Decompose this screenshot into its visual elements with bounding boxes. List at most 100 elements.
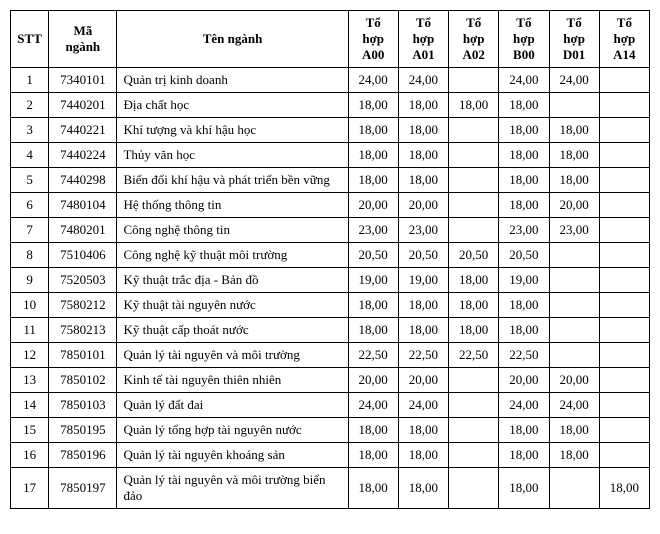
cell-d01: 18,00 <box>549 143 599 168</box>
cell-a01: 20,50 <box>398 243 448 268</box>
table-row: 137850102Kinh tế tài nguyên thiên nhiên2… <box>11 368 650 393</box>
cell-a02: 18,00 <box>449 93 499 118</box>
cell-stt: 4 <box>11 143 49 168</box>
cell-a02 <box>449 468 499 509</box>
cell-name: Địa chất học <box>117 93 348 118</box>
cell-code: 7440201 <box>49 93 117 118</box>
cell-b00: 18,00 <box>499 118 549 143</box>
cell-a01: 20,00 <box>398 368 448 393</box>
cell-code: 7480104 <box>49 193 117 218</box>
cell-name: Kỹ thuật cấp thoát nước <box>117 318 348 343</box>
cell-a00: 18,00 <box>348 418 398 443</box>
cell-a02 <box>449 418 499 443</box>
cell-a00: 20,50 <box>348 243 398 268</box>
cell-code: 7510406 <box>49 243 117 268</box>
cell-a01: 23,00 <box>398 218 448 243</box>
cell-stt: 12 <box>11 343 49 368</box>
cell-a00: 23,00 <box>348 218 398 243</box>
cell-name: Biến đổi khí hậu và phát triển bền vững <box>117 168 348 193</box>
table-row: 87510406Công nghệ kỹ thuật môi trường20,… <box>11 243 650 268</box>
table-row: 47440224Thủy văn học18,0018,0018,0018,00 <box>11 143 650 168</box>
cell-code: 7850197 <box>49 468 117 509</box>
cell-name: Hệ thống thông tin <box>117 193 348 218</box>
cell-b00: 18,00 <box>499 143 549 168</box>
cell-a00: 20,00 <box>348 368 398 393</box>
cell-a02: 18,00 <box>449 293 499 318</box>
cell-a02 <box>449 368 499 393</box>
cell-a00: 18,00 <box>348 293 398 318</box>
cell-a14 <box>599 418 649 443</box>
cell-stt: 5 <box>11 168 49 193</box>
cell-d01: 18,00 <box>549 418 599 443</box>
cell-name: Quản lý tài nguyên và môi trường biển đả… <box>117 468 348 509</box>
cell-code: 7440224 <box>49 143 117 168</box>
cell-a00: 18,00 <box>348 318 398 343</box>
cell-code: 7850102 <box>49 368 117 393</box>
cell-a01: 18,00 <box>398 118 448 143</box>
cell-name: Kinh tế tài nguyên thiên nhiên <box>117 368 348 393</box>
cell-a14 <box>599 243 649 268</box>
cell-a00: 24,00 <box>348 393 398 418</box>
table-header-row: STT Mã ngành Tên ngành Tổ hợp A00 Tổ hợp… <box>11 11 650 68</box>
cell-a00: 24,00 <box>348 68 398 93</box>
table-row: 67480104Hệ thống thông tin20,0020,0018,0… <box>11 193 650 218</box>
cell-code: 7850195 <box>49 418 117 443</box>
cell-a02: 18,00 <box>449 318 499 343</box>
cell-d01: 18,00 <box>549 168 599 193</box>
cell-stt: 16 <box>11 443 49 468</box>
cell-b00: 24,00 <box>499 68 549 93</box>
cell-a00: 19,00 <box>348 268 398 293</box>
cell-stt: 13 <box>11 368 49 393</box>
cell-a00: 22,50 <box>348 343 398 368</box>
cell-a14 <box>599 93 649 118</box>
cell-a01: 18,00 <box>398 143 448 168</box>
cell-code: 7850103 <box>49 393 117 418</box>
cell-b00: 18,00 <box>499 193 549 218</box>
cell-name: Quản lý tổng hợp tài nguyên nước <box>117 418 348 443</box>
col-b00: Tổ hợp B00 <box>499 11 549 68</box>
cell-stt: 1 <box>11 68 49 93</box>
cell-code: 7440298 <box>49 168 117 193</box>
cell-a14 <box>599 68 649 93</box>
table-row: 97520503Kỹ thuật trắc địa - Bản đồ19,001… <box>11 268 650 293</box>
cell-a14 <box>599 368 649 393</box>
cell-a00: 20,00 <box>348 193 398 218</box>
cell-code: 7580213 <box>49 318 117 343</box>
col-stt: STT <box>11 11 49 68</box>
cell-stt: 14 <box>11 393 49 418</box>
cell-d01 <box>549 268 599 293</box>
cell-a00: 18,00 <box>348 168 398 193</box>
cell-a14 <box>599 343 649 368</box>
table-row: 107580212Kỹ thuật tài nguyên nước18,0018… <box>11 293 650 318</box>
cell-a01: 24,00 <box>398 393 448 418</box>
cell-b00: 22,50 <box>499 343 549 368</box>
cell-code: 7440221 <box>49 118 117 143</box>
cell-b00: 18,00 <box>499 93 549 118</box>
cell-a01: 20,00 <box>398 193 448 218</box>
cell-code: 7340101 <box>49 68 117 93</box>
cell-d01: 24,00 <box>549 393 599 418</box>
cell-d01: 24,00 <box>549 68 599 93</box>
cell-b00: 18,00 <box>499 318 549 343</box>
cell-a02 <box>449 443 499 468</box>
table-row: 57440298Biến đổi khí hậu và phát triển b… <box>11 168 650 193</box>
table-row: 27440201Địa chất học18,0018,0018,0018,00 <box>11 93 650 118</box>
cell-a14 <box>599 118 649 143</box>
cell-b00: 23,00 <box>499 218 549 243</box>
cell-name: Quản lý đất đai <box>117 393 348 418</box>
cell-a14 <box>599 218 649 243</box>
col-code: Mã ngành <box>49 11 117 68</box>
cell-a01: 18,00 <box>398 443 448 468</box>
cell-b00: 20,50 <box>499 243 549 268</box>
cell-a14 <box>599 143 649 168</box>
cell-b00: 18,00 <box>499 418 549 443</box>
cell-d01 <box>549 343 599 368</box>
cell-b00: 19,00 <box>499 268 549 293</box>
cell-d01: 18,00 <box>549 443 599 468</box>
cell-d01: 18,00 <box>549 118 599 143</box>
cell-a01: 18,00 <box>398 168 448 193</box>
cell-name: Thủy văn học <box>117 143 348 168</box>
cell-a14 <box>599 443 649 468</box>
table-row: 17340101Quản trị kinh doanh24,0024,0024,… <box>11 68 650 93</box>
cell-a02 <box>449 193 499 218</box>
